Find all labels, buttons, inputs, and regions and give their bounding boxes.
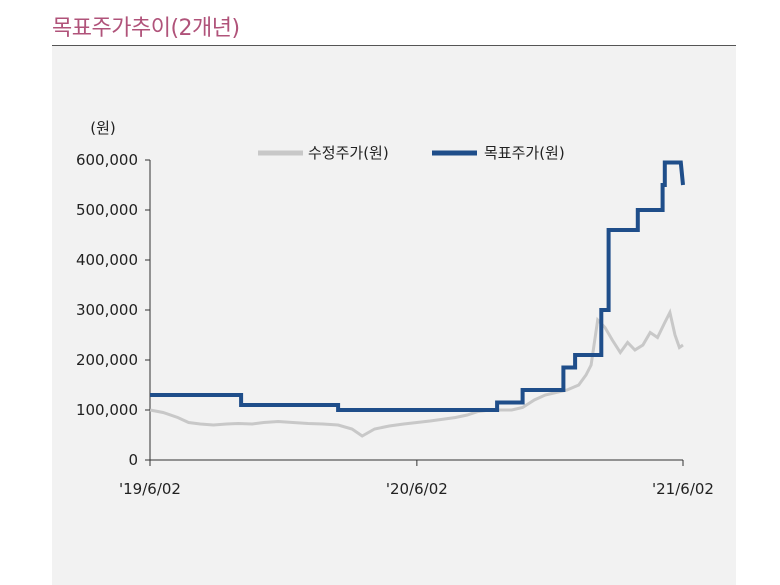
x-axis-ticks: '19/6/02 '20/6/02 '21/6/02	[119, 460, 714, 498]
y-tick-label: 600,000	[76, 151, 138, 169]
y-tick-label: 0	[128, 451, 138, 469]
y-tick-label: 500,000	[76, 201, 138, 219]
y-tick-label: 200,000	[76, 351, 138, 369]
legend: 수정주가(원) 목표주가(원)	[258, 144, 565, 162]
y-tick-label: 400,000	[76, 251, 138, 269]
chart-panel	[52, 46, 736, 585]
y-axis-ticks: 0 100,000 200,000 300,000 400,000 500,000 600,…	[76, 151, 150, 469]
y-tick-label: 300,000	[76, 301, 138, 319]
series-line-target	[150, 160, 685, 412]
x-tick-label: '21/6/02	[652, 480, 714, 498]
page-title: 목표주가추이(2개년)	[52, 16, 240, 41]
x-tick-label: '20/6/02	[386, 480, 448, 498]
legend-label-price: 수정주가(원)	[308, 144, 389, 162]
title-divider	[52, 45, 736, 46]
series-layer	[149, 160, 685, 438]
legend-label-target: 목표주가(원)	[484, 144, 565, 162]
y-unit-label: (원)	[90, 119, 116, 137]
x-tick-label: '19/6/02	[119, 480, 181, 498]
y-tick-label: 100,000	[76, 401, 138, 419]
